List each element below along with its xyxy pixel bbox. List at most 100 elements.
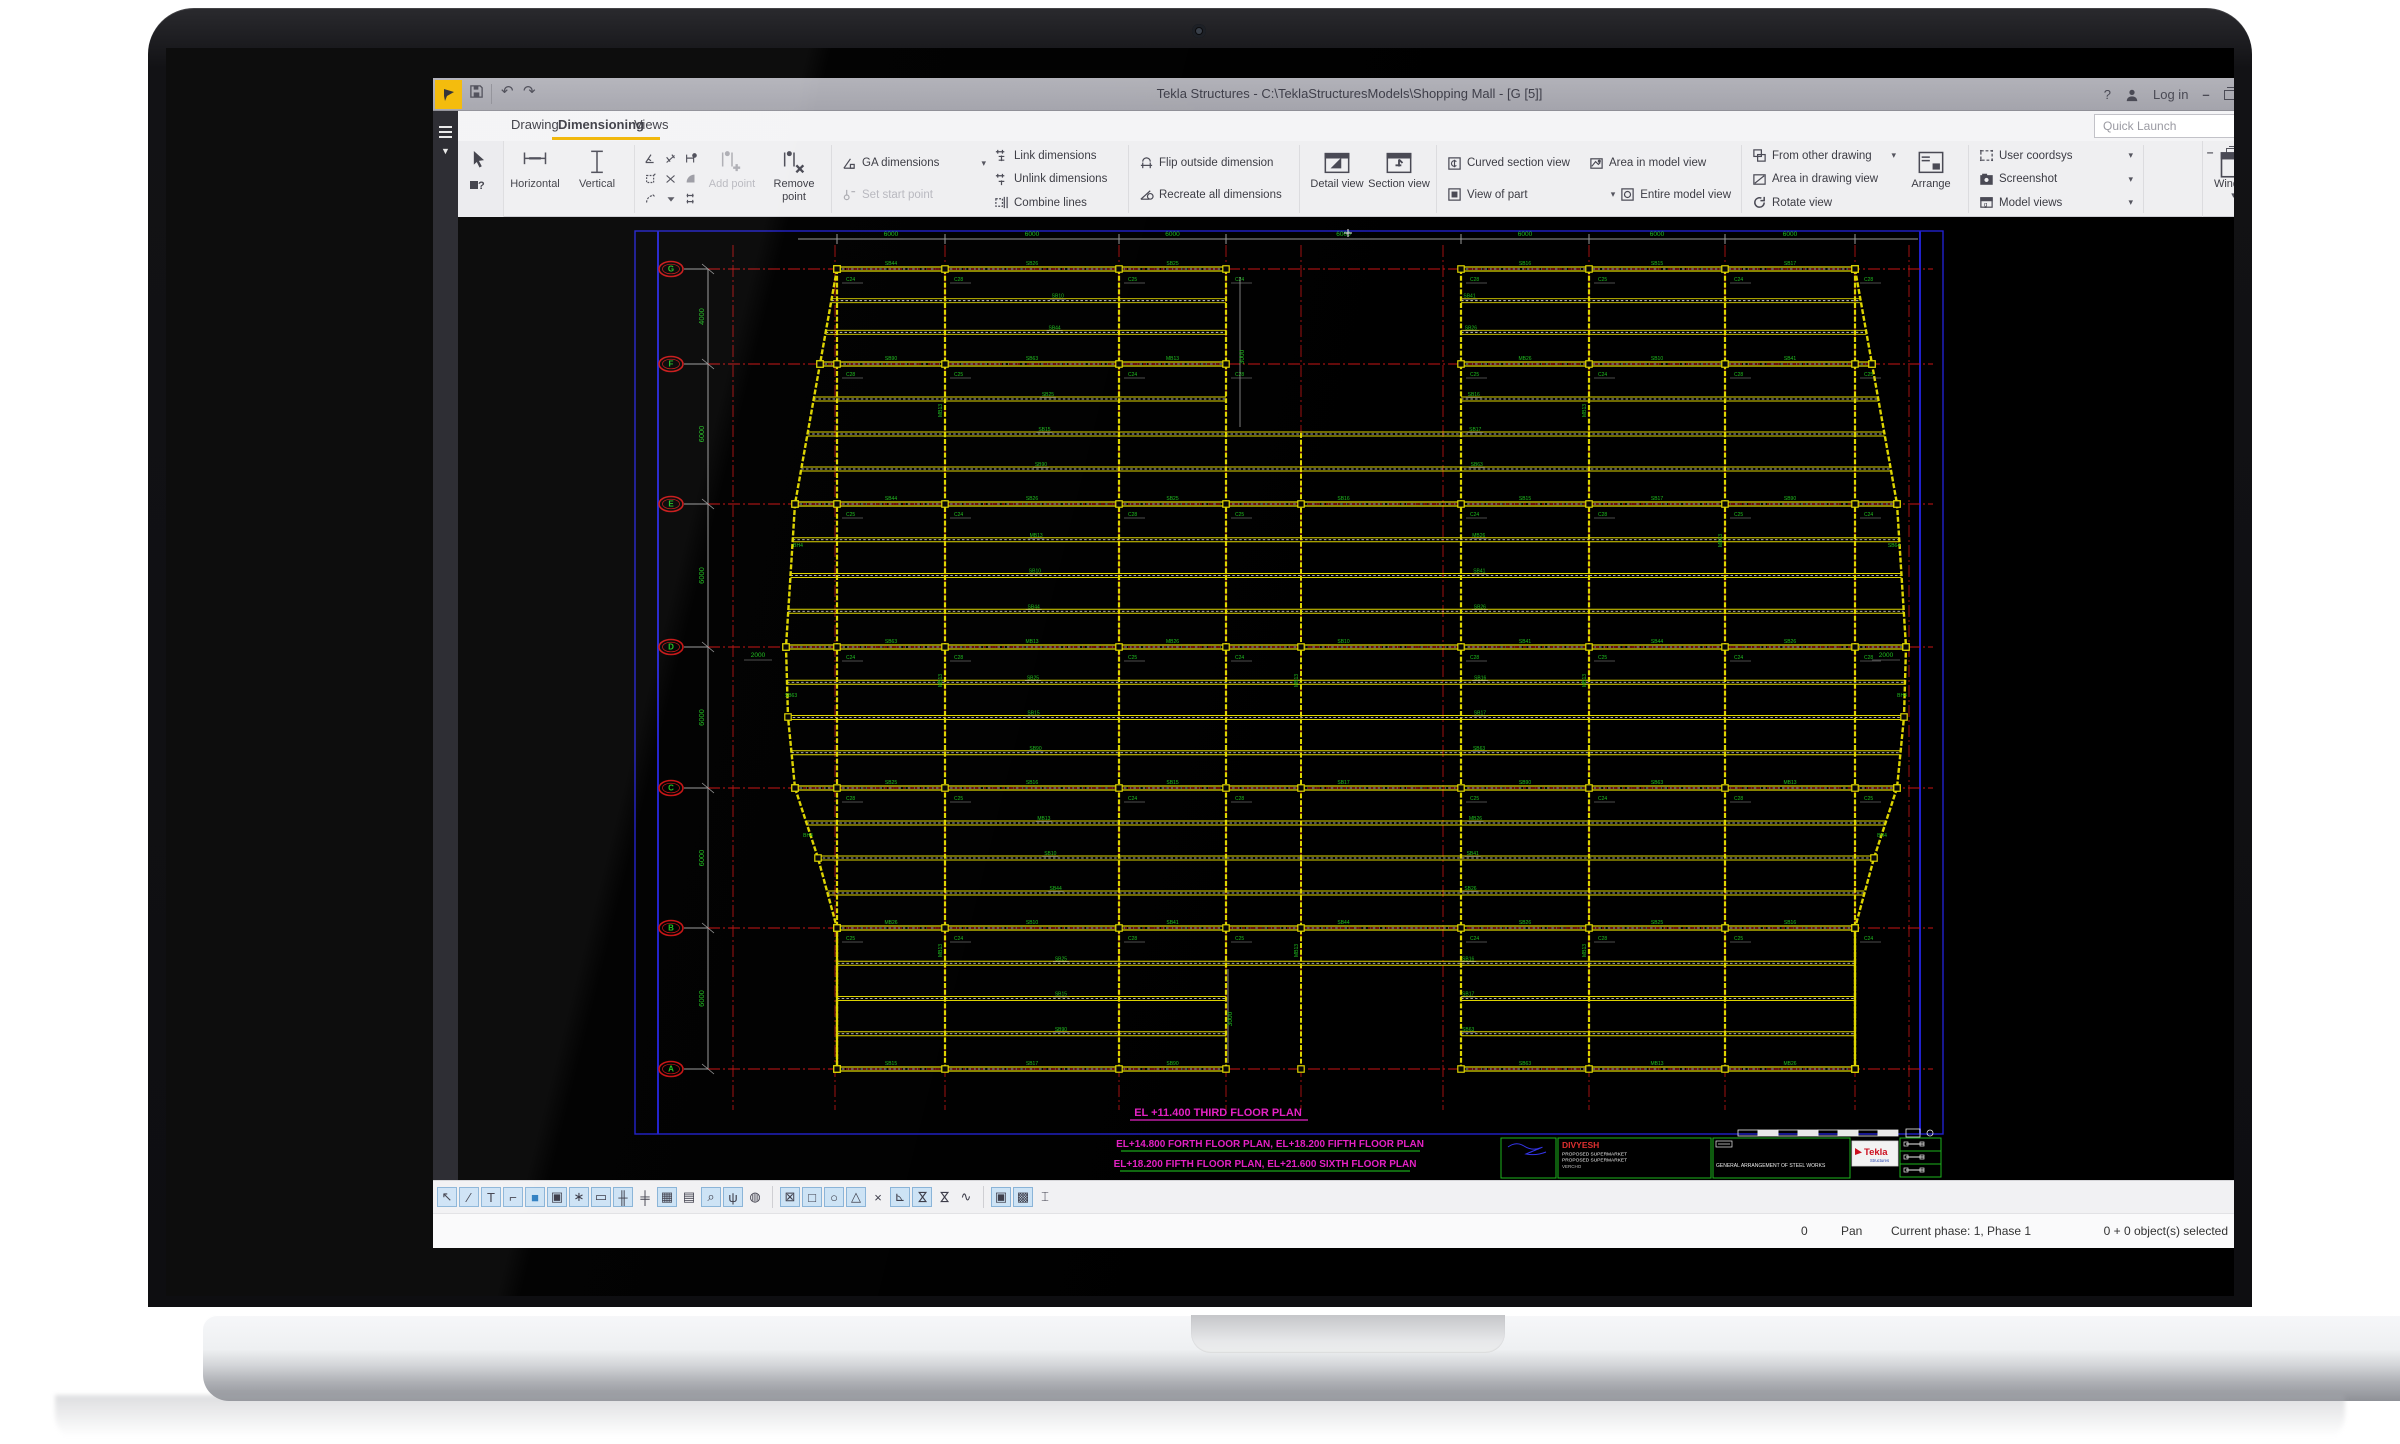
toolbar-button-select-perp[interactable]: ⊾	[890, 1187, 910, 1207]
drawing-canvas[interactable]: 6000 6000 6000 6000 6000 6000 6000 G 4000 F 6000 E 6…	[458, 217, 2234, 1180]
svg-text:6000: 6000	[697, 426, 706, 443]
webcam	[1192, 24, 1206, 38]
toolbar-button-grid-dim-dense[interactable]: ▦	[657, 1187, 677, 1207]
ribbon-button-entire-model-view[interactable]: ▾ Entire model view	[1610, 188, 1731, 201]
part-icon	[1447, 187, 1462, 202]
dim-frame-icon[interactable]	[644, 172, 658, 186]
toolbar-button-select-hourglass-dashed[interactable]: ⋈	[937, 1190, 952, 1204]
quick-launch[interactable]	[2094, 114, 2234, 138]
undo-button[interactable]: ↶	[501, 83, 514, 100]
ribbon-button-detail-view[interactable]: Detail view	[1306, 141, 1368, 217]
ribbon-button-area-in-model-view[interactable]: Area in model view	[1589, 152, 1731, 174]
menu-button[interactable]	[433, 111, 458, 138]
svg-text:C25: C25	[954, 796, 963, 802]
ribbon-button-rotate-view[interactable]: Rotate view	[1752, 192, 1896, 214]
ribbon-button-user-coordsys[interactable]: User coordsys ▾	[1979, 145, 2133, 167]
toolbar-button-filled-area[interactable]: ■	[525, 1187, 545, 1207]
toolbar-button-symbol-tool[interactable]: ▣	[547, 1187, 567, 1207]
toolbar-button-snap-bolt[interactable]: ⌶	[1041, 1189, 1049, 1204]
ribbon-button-curved-section-view[interactable]: Curved section view	[1447, 152, 1581, 174]
toolbar-button-view-frame[interactable]: ▭	[591, 1187, 611, 1207]
svg-text:SB26: SB26	[1464, 886, 1476, 892]
login-button[interactable]: Log in	[2153, 87, 2189, 102]
toolbar-button-select-rect[interactable]: □	[802, 1187, 822, 1207]
toolbar-button-snap-filled[interactable]: ▣	[991, 1187, 1011, 1207]
svg-text:MB13: MB13	[1650, 1061, 1663, 1067]
toolbar-button-plug-probe[interactable]: ψ	[723, 1187, 743, 1207]
ribbon-button-set-start-point[interactable]: Set start point	[842, 184, 986, 206]
ribbon-button-flip-outside-dimension[interactable]: Flip outside dimension	[1139, 152, 1289, 174]
status-count: 0	[1801, 1224, 1808, 1238]
context-help-button[interactable]: ?	[470, 180, 503, 192]
toolbar-button-zoom-tool[interactable]: ⌕	[701, 1187, 721, 1207]
svg-text:C28: C28	[846, 796, 855, 802]
ribbon-button-vertical[interactable]: Vertical	[566, 141, 628, 217]
quick-launch-input[interactable]	[2101, 116, 2234, 136]
toolbar-button-select-hourglass[interactable]: ⋈	[912, 1187, 932, 1207]
toolbar-button-dim-single[interactable]: ╪	[640, 1189, 650, 1205]
toolbar-button-mesh-ball[interactable]: ◍	[749, 1189, 761, 1204]
tab-dimensioning[interactable]: Dimensioning	[558, 117, 644, 132]
rotate-icon	[1752, 195, 1767, 210]
toolbar-button-text-tool[interactable]: T	[481, 1187, 501, 1207]
toolbar-button-select-boxed-x[interactable]: ⊠	[780, 1187, 800, 1207]
toolbar-button-leader-note[interactable]: ⌐	[503, 1187, 523, 1207]
svg-text:SB25: SB25	[885, 780, 897, 786]
tekla-logo-button[interactable]	[435, 80, 462, 109]
restore-button[interactable]	[2223, 86, 2234, 100]
ribbon-button-view-of-part[interactable]: View of part	[1447, 184, 1581, 206]
ribbon-button-horizontal[interactable]: Horizontal	[504, 141, 566, 217]
ribbon-button-screenshot[interactable]: Screenshot ▾	[1979, 168, 2133, 190]
redo-button[interactable]: ↷	[523, 83, 536, 100]
dim-cross-icon[interactable]	[664, 172, 678, 186]
ribbon-button-section-view[interactable]: Section view	[1368, 141, 1430, 217]
chevron-down-icon: ▾	[1891, 150, 1896, 160]
save-button[interactable]	[469, 84, 484, 99]
dim-offset-icon[interactable]	[684, 152, 698, 166]
ribbon-button-combine-lines[interactable]: Combine lines	[994, 192, 1118, 214]
svg-text:SB64: SB64	[1888, 543, 1900, 549]
ribbon-button-area-in-drawing-view[interactable]: Area in drawing view	[1752, 168, 1896, 190]
help-button[interactable]: ?	[2103, 87, 2111, 102]
toolbar-button-select-cross[interactable]: ×	[874, 1189, 882, 1205]
ribbon-button-from-other-drawing[interactable]: From other drawing ▾	[1752, 145, 1896, 167]
cursor-icon[interactable]	[472, 151, 487, 168]
ribbon-button-link-dimensions[interactable]: Link dimensions	[994, 145, 1118, 167]
chevron-down-icon[interactable]	[664, 192, 678, 206]
svg-text:SB25: SB25	[1055, 956, 1067, 962]
dim-arc-icon[interactable]	[684, 172, 698, 186]
ribbon-button-arrange[interactable]: Arrange	[1900, 141, 1962, 217]
tab-drawing[interactable]: Drawing	[511, 117, 559, 132]
ribbon-button-unlink-dimensions[interactable]: Unlink dimensions	[994, 168, 1118, 190]
toolbar-button-line-tool[interactable]: ∕	[459, 1187, 479, 1207]
ribbon-button-model-views[interactable]: g Model views ▾	[1979, 192, 2133, 214]
svg-text:SB63: SB63	[1651, 780, 1663, 786]
tab-views[interactable]: Views	[634, 117, 669, 132]
svg-text:C28: C28	[1864, 277, 1873, 283]
mdi-minimize-button[interactable]: –	[2206, 144, 2214, 159]
svg-text:MB13: MB13	[1718, 534, 1724, 547]
ribbon-button-window[interactable]: Window ▾	[2202, 141, 2234, 217]
expand-button[interactable]: ▼	[441, 146, 450, 156]
toolbar-button-grid-dim-open[interactable]: ▤	[682, 1189, 696, 1204]
toolbar-button-select-circle[interactable]: ○	[824, 1187, 844, 1207]
minimize-button[interactable]: –	[2202, 87, 2210, 102]
dim-angle-icon[interactable]	[644, 152, 658, 166]
ribbon-button-ga-dimensions[interactable]: GA dimensions ▾	[842, 152, 986, 174]
toolbar-button-select-zigzag[interactable]: ∿	[960, 1189, 972, 1204]
svg-text:C28: C28	[1734, 372, 1743, 378]
toolbar-button-weld-mark[interactable]: ∗	[569, 1187, 589, 1207]
ribbon-button-recreate-all-dimensions[interactable]: Recreate all dimensions	[1139, 184, 1289, 206]
toolbar-button-select-cursor[interactable]: ↖	[437, 1187, 457, 1207]
svg-text:C28: C28	[1470, 277, 1479, 283]
svg-text:4000: 4000	[697, 308, 706, 325]
dim-curve-icon[interactable]	[644, 192, 658, 206]
toolbar-button-snap-hatched[interactable]: ▩	[1013, 1187, 1033, 1207]
toolbar-button-dim-group[interactable]: ╫	[613, 1187, 633, 1207]
toolbar-button-select-triangle[interactable]: △	[846, 1187, 866, 1207]
ribbon-button-add-point[interactable]: Add point	[701, 141, 763, 217]
ribbon-button-remove-point[interactable]: Remove point	[763, 141, 825, 217]
dim-tag-icon[interactable]	[684, 192, 698, 206]
dim-slope-icon[interactable]	[664, 152, 678, 166]
